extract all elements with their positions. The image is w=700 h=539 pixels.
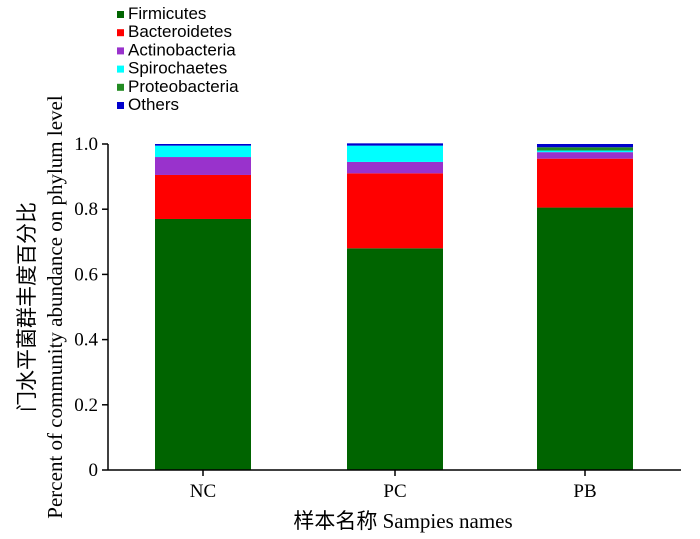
- x-axis-categories: NC PC PB: [190, 470, 597, 502]
- bar-segment-pb-firmicutes: [537, 207, 633, 470]
- y-tick-label: 0: [89, 460, 99, 481]
- y-axis-label-english: Percent of community abundance on phylum…: [43, 95, 67, 519]
- bar-segment-pb-proteobacteria: [537, 147, 633, 151]
- bar-segment-nc-spirochaetes: [155, 145, 251, 158]
- legend-swatch: [117, 83, 124, 91]
- legend-label: Bacteroidetes: [128, 22, 232, 41]
- legend-swatch: [117, 11, 124, 18]
- bar-segment-pb-actinobacteria: [537, 152, 633, 159]
- legend-label: Actinobacteria: [128, 40, 236, 59]
- x-axis-label: 样本名称 Sampies names: [293, 509, 512, 533]
- bar-segment-pc-bacteroidetes: [347, 173, 443, 249]
- bar-segment-nc-firmicutes: [155, 218, 251, 470]
- y-tick-label: 0.4: [74, 330, 98, 351]
- bar-segment-nc-actinobacteria: [155, 157, 251, 175]
- bar-segment-nc-bacteroidetes: [155, 174, 251, 219]
- legend-swatch: [117, 29, 124, 37]
- legend-label: Proteobacteria: [128, 77, 239, 96]
- y-axis-ticks: 0 0.2 0.4 0.6 0.8 1.0: [74, 134, 108, 481]
- legend-label: Firmicutes: [128, 4, 206, 23]
- bar-segment-pc-actinobacteria: [347, 161, 443, 174]
- bar-segment-pb-others: [537, 144, 633, 148]
- bar-segment-pc-firmicutes: [347, 248, 443, 470]
- y-tick-label: 0.6: [74, 264, 98, 285]
- y-tick-label: 1.0: [74, 134, 98, 155]
- legend-swatch: [117, 47, 124, 55]
- legend-label: Others: [128, 95, 179, 114]
- plot-area: [155, 143, 633, 470]
- y-tick-label: 0.8: [74, 199, 98, 220]
- legend-label: Spirochaetes: [128, 59, 227, 78]
- x-category-label: PB: [573, 481, 596, 502]
- bar-segment-pc-spirochaetes: [347, 145, 443, 162]
- legend-swatch: [117, 65, 124, 73]
- x-category-label: PC: [383, 481, 406, 502]
- legend-swatch: [117, 102, 124, 109]
- y-tick-label: 0.2: [74, 395, 98, 416]
- bar-segment-pc-others: [347, 143, 443, 146]
- bar-segment-pb-bacteroidetes: [537, 158, 633, 208]
- bar-segment-pb-spirochaetes: [537, 150, 633, 153]
- y-axis-label-chinese: 门水平菌群丰度百分比: [15, 202, 39, 412]
- chart-legend: FirmicutesBacteroidetesActinobacteriaSpi…: [117, 4, 239, 114]
- x-category-label: NC: [190, 481, 216, 502]
- bar-segment-nc-others: [155, 144, 251, 146]
